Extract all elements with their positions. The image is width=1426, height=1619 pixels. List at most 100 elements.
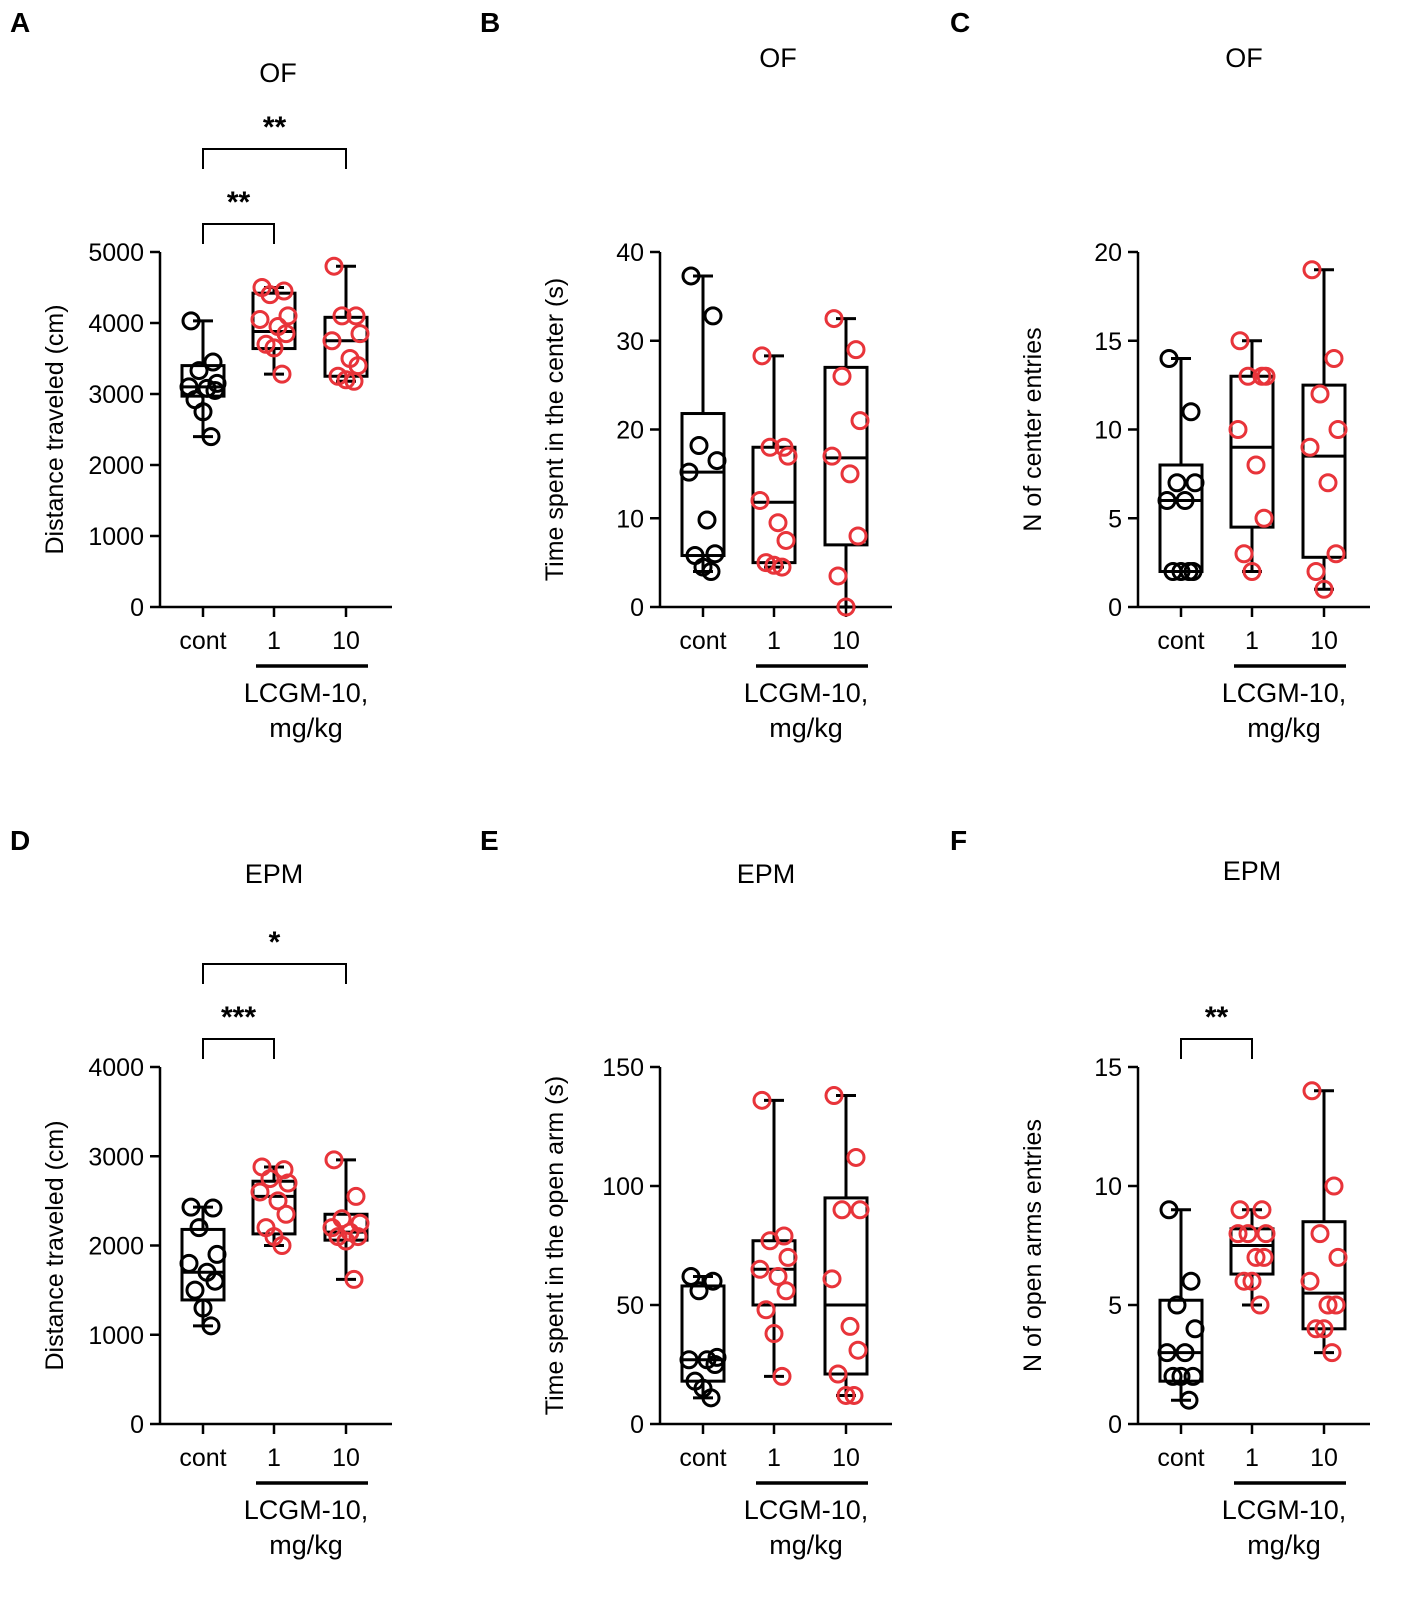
x-tick-label: cont — [1157, 1444, 1204, 1472]
data-point — [846, 1147, 866, 1167]
box-10 — [322, 256, 370, 391]
data-point — [1183, 1366, 1203, 1386]
data-point — [346, 1186, 366, 1206]
y-axis-label: N of open arms entries — [1019, 1119, 1047, 1372]
data-point — [822, 1269, 842, 1289]
y-tick-label: 5000 — [88, 239, 144, 267]
bracket-line — [202, 1038, 275, 1059]
data-point — [760, 437, 780, 457]
y-tick-label: 40 — [616, 239, 644, 267]
data-point — [848, 1340, 868, 1360]
data-point — [1234, 1271, 1254, 1291]
box-10 — [822, 1086, 870, 1405]
data-point — [1306, 562, 1326, 581]
panel-title: EPM — [1223, 856, 1282, 886]
data-point — [1159, 349, 1179, 368]
data-point — [1181, 402, 1201, 422]
y-tick-label: 2000 — [88, 452, 144, 480]
data-point — [822, 446, 842, 466]
group-label-line1: LCGM-10, — [1222, 1495, 1347, 1525]
x-tick-label: 1 — [1245, 627, 1259, 655]
data-point — [756, 1300, 776, 1320]
data-point — [750, 1259, 770, 1279]
bracket-line — [202, 148, 347, 169]
box-1 — [250, 278, 298, 384]
data-point — [1171, 562, 1191, 581]
data-point — [201, 427, 221, 447]
data-point — [346, 306, 366, 326]
data-point — [836, 1385, 856, 1405]
box-10 — [322, 1150, 370, 1289]
data-point — [1302, 260, 1322, 280]
y-tick-label: 10 — [1094, 1173, 1122, 1201]
data-point — [764, 555, 784, 575]
x-tick-label: cont — [1157, 627, 1204, 655]
data-point — [276, 324, 296, 344]
data-point — [1322, 1343, 1342, 1363]
data-point — [1246, 455, 1266, 475]
data-point — [1256, 366, 1276, 386]
data-point — [1181, 1271, 1201, 1291]
data-point — [207, 1244, 227, 1264]
box-cont — [679, 1266, 727, 1408]
data-point — [1242, 1271, 1262, 1291]
data-point — [278, 306, 298, 326]
x-tick-label: 1 — [267, 627, 281, 655]
data-point — [1185, 473, 1205, 493]
data-point — [836, 597, 856, 617]
group-label-line2: mg/kg — [269, 713, 343, 743]
box-cont — [679, 266, 727, 581]
data-point — [193, 1298, 213, 1318]
data-point — [193, 402, 213, 422]
data-point — [840, 464, 860, 484]
data-point — [776, 530, 796, 550]
y-tick-label: 10 — [1094, 417, 1122, 445]
significance-bracket: * — [202, 926, 347, 984]
data-point — [774, 437, 794, 457]
data-point — [181, 1197, 201, 1217]
data-point — [1252, 1200, 1272, 1220]
box-iqr — [1158, 463, 1204, 573]
bracket-line — [202, 963, 347, 984]
data-point — [189, 1218, 209, 1238]
x-tick-label: cont — [179, 1444, 226, 1472]
y-tick-label: 0 — [1108, 1411, 1122, 1439]
data-point — [1300, 437, 1320, 457]
data-point — [1300, 1271, 1320, 1291]
panel-B: B OF 0 10 20 30 40 cont 1 10 LCGM-10, mg/kg Time spe… — [480, 7, 892, 743]
data-point — [778, 446, 798, 466]
y-axis-label: Distance traveled (cm) — [41, 304, 69, 554]
data-point — [1310, 1224, 1330, 1244]
data-point — [1326, 544, 1346, 564]
data-point — [850, 1200, 870, 1220]
panel-title: EPM — [737, 859, 796, 889]
data-point — [1306, 1319, 1326, 1339]
y-tick-label: 10 — [616, 505, 644, 533]
group-label-line2: mg/kg — [1247, 1530, 1321, 1560]
data-point — [697, 510, 717, 530]
x-tick-label: 1 — [767, 627, 781, 655]
box-1 — [250, 1157, 298, 1255]
y-tick-label: 0 — [630, 1411, 644, 1439]
data-point — [276, 1204, 296, 1224]
y-tick-label: 15 — [1094, 328, 1122, 356]
panel-F: F EPM 0 5 10 15 cont 1 10 LCGM-10, mg/kg N of open … — [950, 825, 1370, 1560]
data-point — [1179, 562, 1199, 581]
panel-D: D EPM 0 1000 2000 3000 4000 cont 1 10 LCGM-10, mg/k… — [10, 825, 392, 1560]
box-iqr — [251, 1179, 297, 1236]
y-tick-label: 15 — [1094, 1054, 1122, 1082]
data-point — [272, 364, 292, 384]
data-point — [689, 435, 709, 455]
data-point — [1230, 1200, 1250, 1220]
x-tick-label: cont — [679, 1444, 726, 1472]
panel-letter: C — [950, 7, 970, 38]
y-tick-label: 20 — [616, 417, 644, 445]
data-point — [701, 562, 721, 581]
x-tick-label: 10 — [832, 1444, 860, 1472]
data-point — [1242, 562, 1262, 581]
y-tick-label: 4000 — [88, 310, 144, 338]
x-tick-label: 10 — [332, 627, 360, 655]
y-axis-label: Time spent in the center (s) — [541, 278, 569, 581]
data-point — [336, 1231, 356, 1251]
panel-letter: E — [480, 825, 499, 856]
